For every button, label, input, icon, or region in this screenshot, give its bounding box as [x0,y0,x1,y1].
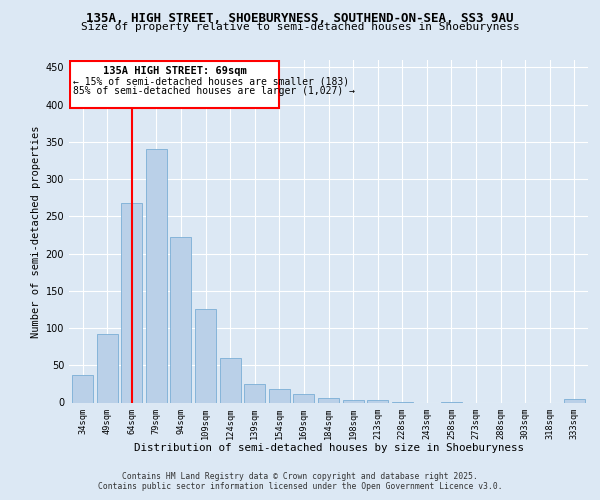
Bar [146,150,167,402]
FancyBboxPatch shape [70,62,280,108]
Text: Size of property relative to semi-detached houses in Shoeburyness: Size of property relative to semi-detach… [80,22,520,32]
Bar [367,400,388,402]
Text: 135A, HIGH STREET, SHOEBURYNESS, SOUTHEND-ON-SEA, SS3 9AU: 135A, HIGH STREET, SHOEBURYNESS, SOUTHEN… [86,12,514,26]
Text: Contains HM Land Registry data © Crown copyright and database right 2025.: Contains HM Land Registry data © Crown c… [122,472,478,481]
Bar [318,398,339,402]
Text: 135A HIGH STREET: 69sqm: 135A HIGH STREET: 69sqm [103,66,247,76]
Bar [97,334,118,402]
Bar [72,375,93,402]
X-axis label: Distribution of semi-detached houses by size in Shoeburyness: Distribution of semi-detached houses by … [133,443,523,453]
Bar [121,203,142,402]
Bar [170,237,191,402]
Bar [293,394,314,402]
Bar [564,399,585,402]
Y-axis label: Number of semi-detached properties: Number of semi-detached properties [31,125,41,338]
Text: ← 15% of semi-detached houses are smaller (183): ← 15% of semi-detached houses are smalle… [73,76,349,86]
Bar [343,400,364,402]
Bar [195,310,216,402]
Text: Contains public sector information licensed under the Open Government Licence v3: Contains public sector information licen… [98,482,502,491]
Bar [244,384,265,402]
Bar [269,389,290,402]
Bar [220,358,241,403]
Text: 85% of semi-detached houses are larger (1,027) →: 85% of semi-detached houses are larger (… [73,86,355,96]
